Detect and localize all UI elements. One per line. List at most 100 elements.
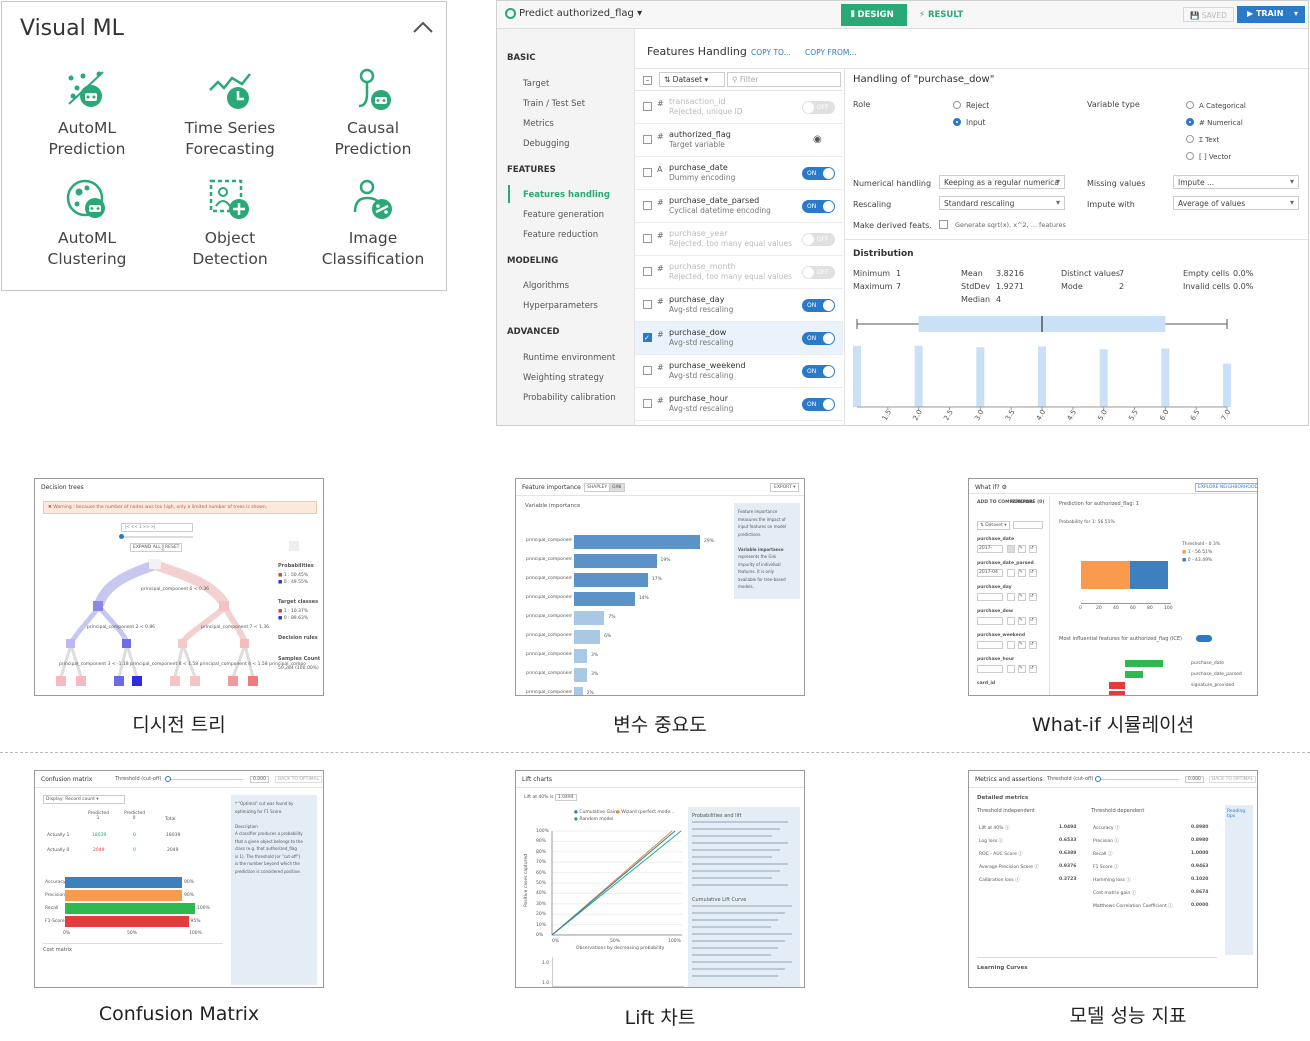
train-dropdown[interactable]: ▾ — [1287, 6, 1305, 23]
missing-values-select[interactable]: Impute ... — [1173, 175, 1299, 189]
object-detection-card[interactable]: Object Detection — [155, 178, 305, 270]
feature-toggle[interactable]: OFF — [802, 233, 835, 246]
dt-reset-button[interactable]: RESET — [162, 543, 183, 552]
wi-edit-icon[interactable]: ✎ — [1018, 617, 1026, 625]
cm-threshold-slider[interactable] — [167, 779, 243, 780]
wi-feature-input[interactable]: 2017-04 — [977, 569, 1003, 577]
nav-item-runtime[interactable]: Runtime environment — [523, 353, 616, 363]
feature-checkbox[interactable] — [643, 366, 652, 375]
feature-checkbox[interactable] — [643, 234, 652, 243]
feature-row[interactable]: # purchase_day Avg-std rescaling ON — [635, 289, 843, 322]
type-vector-radio[interactable] — [1186, 152, 1194, 160]
feature-checkbox[interactable] — [643, 267, 652, 276]
role-reject-radio[interactable] — [953, 101, 961, 109]
feature-toggle[interactable]: ON — [802, 200, 835, 213]
filter-input[interactable]: ⚲ Filter — [727, 72, 841, 87]
wi-reset-icon[interactable]: ↺ — [1029, 641, 1037, 649]
fi-shapley-tab[interactable]: SHAPLEY — [584, 483, 611, 492]
feature-checkbox[interactable] — [643, 168, 652, 177]
wi-compare[interactable]: COMPARE (0) — [1011, 500, 1045, 505]
wi-reset-icon[interactable]: ↺ — [1029, 569, 1037, 577]
cm-back-optimal-button[interactable]: BACK TO OPTIMAL — [275, 776, 323, 783]
wi-feature-action[interactable] — [1007, 593, 1015, 601]
wi-feature-action[interactable] — [1007, 569, 1015, 577]
dt-tree-navigator[interactable]: |< << 1 >> >| — [121, 523, 193, 532]
tab-result[interactable]: ⚡ RESULT — [909, 4, 974, 26]
feature-toggle[interactable]: ON — [802, 365, 835, 378]
wi-feature-action[interactable] — [1007, 665, 1015, 673]
wi-edit-icon[interactable]: ✎ — [1018, 593, 1026, 601]
feature-row[interactable]: ✓ # purchase_dow Avg-std rescaling ON — [635, 322, 843, 355]
wi-reset-icon[interactable]: ↺ — [1029, 545, 1037, 553]
automl-prediction-card[interactable]: AutoML Prediction — [12, 68, 162, 160]
mt-threshold-handle[interactable] — [1095, 776, 1101, 782]
nav-item-algorithms[interactable]: Algorithms — [523, 281, 570, 291]
type-text-radio[interactable] — [1186, 135, 1194, 143]
wi-feature-input[interactable] — [977, 617, 1003, 625]
feature-checkbox[interactable] — [643, 102, 652, 111]
train-button[interactable]: ▶ TRAIN — [1237, 6, 1294, 23]
gear-icon[interactable]: ⚙ — [1001, 484, 1007, 491]
nav-item-train-test[interactable]: Train / Test Set — [523, 99, 586, 109]
sort-dataset-select[interactable]: ⇅ Dataset ▾ — [659, 72, 725, 87]
copy-from-link[interactable]: COPY FROM... — [805, 48, 857, 57]
nav-item-hyperparameters[interactable]: Hyperparameters — [523, 301, 598, 311]
feature-toggle[interactable]: ON — [802, 167, 835, 180]
rescaling-select[interactable]: Standard rescaling — [939, 196, 1065, 210]
wi-reset-icon[interactable]: ↺ — [1029, 617, 1037, 625]
feature-checkbox[interactable] — [643, 300, 652, 309]
wi-edit-icon[interactable]: ✎ — [1018, 665, 1026, 673]
tab-design[interactable]: ⫴ DESIGN — [841, 4, 907, 26]
copy-to-link[interactable]: COPY TO... — [751, 48, 791, 57]
task-title[interactable]: Predict authorized_flag ▾ — [519, 8, 643, 19]
fi-gini-tab[interactable]: GINI — [609, 483, 625, 492]
nav-item-feature-reduction[interactable]: Feature reduction — [523, 230, 599, 240]
nav-item-features-handling[interactable]: Features handling — [523, 190, 610, 200]
feature-toggle[interactable]: ON — [802, 299, 835, 312]
feature-toggle[interactable]: OFF — [802, 266, 835, 279]
nav-item-metrics[interactable]: Metrics — [523, 119, 554, 129]
feature-checkbox[interactable] — [643, 201, 652, 210]
wi-feature-action[interactable] — [1007, 545, 1015, 553]
role-input-radio[interactable] — [953, 118, 961, 126]
feature-row[interactable]: # purchase_month Rejected, too many equal … — [635, 256, 843, 289]
mt-back-optimal-button[interactable]: BACK TO OPTIMAL — [1209, 776, 1257, 783]
nav-item-feature-generation[interactable]: Feature generation — [523, 210, 605, 220]
nav-item-debugging[interactable]: Debugging — [523, 139, 570, 149]
feature-checkbox[interactable] — [643, 399, 652, 408]
cm-display-select[interactable]: Display: Record count ▾ — [43, 795, 125, 804]
feature-toggle[interactable]: ON — [802, 332, 835, 345]
cm-threshold-value[interactable]: 0.000 — [250, 776, 269, 783]
wi-feature-input[interactable]: 2017- — [977, 545, 1003, 553]
wi-filter-input[interactable] — [1013, 521, 1043, 529]
feature-row[interactable]: # purchase_year Rejected, too many equal v… — [635, 223, 843, 256]
feature-row[interactable]: # authorized_flag Target variable ◉ — [635, 124, 843, 157]
feature-row[interactable]: # purchase_date_parsed Cyclical datetime e… — [635, 190, 843, 223]
nav-item-target[interactable]: Target — [523, 79, 550, 89]
select-all-checkbox[interactable]: – — [643, 76, 652, 85]
feature-row[interactable]: # purchase_hour Avg-std rescaling ON — [635, 388, 843, 421]
wi-dataset-select[interactable]: ⇅ Dataset ▾ — [977, 521, 1010, 530]
feature-row[interactable]: # purchase_weekend Avg-std rescaling ON — [635, 355, 843, 388]
wi-feature-action[interactable] — [1007, 641, 1015, 649]
derived-feats-checkbox[interactable] — [939, 220, 948, 229]
fi-export-button[interactable]: EXPORT ▾ — [770, 483, 800, 492]
feature-row[interactable]: # transaction_id Rejected, unique ID OFF — [635, 91, 843, 124]
wi-add-comparator[interactable]: ADD TO COMPARATOR — [977, 500, 1033, 505]
causal-prediction-card[interactable]: Causal Prediction — [298, 68, 448, 160]
nav-item-calibration[interactable]: Probability calibration — [523, 393, 616, 403]
nav-item-weighting[interactable]: Weighting strategy — [523, 373, 604, 383]
automl-clustering-card[interactable]: AutoML Clustering — [12, 178, 162, 270]
wi-feature-input[interactable] — [977, 593, 1003, 601]
numerical-handling-select[interactable]: Keeping as a regular numerica — [939, 175, 1065, 189]
wi-edit-icon[interactable]: ✎ — [1018, 569, 1026, 577]
dt-expand-all-button[interactable]: EXPAND ALL — [130, 543, 164, 552]
wi-feature-input[interactable] — [977, 641, 1003, 649]
dt-slider-handle[interactable] — [119, 534, 124, 539]
mt-threshold-slider[interactable] — [1097, 779, 1179, 780]
wi-edit-icon[interactable]: ✎ — [1018, 545, 1026, 553]
cm-threshold-handle[interactable] — [165, 776, 171, 782]
feature-checkbox[interactable]: ✓ — [643, 333, 652, 342]
type-numerical-radio[interactable] — [1186, 118, 1194, 126]
